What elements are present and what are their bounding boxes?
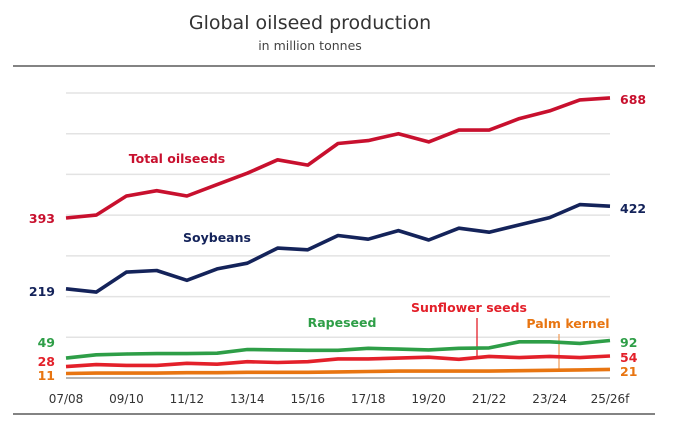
x-tick-label: 07/08 bbox=[49, 392, 84, 406]
series-name-palm-kernel: Palm kernel bbox=[526, 316, 609, 331]
end-label-sunflower-seeds: 54 bbox=[620, 350, 638, 365]
start-label-palm-kernel: 11 bbox=[38, 368, 55, 383]
start-label-rapeseed: 49 bbox=[38, 335, 55, 350]
x-tick-label: 17/18 bbox=[351, 392, 386, 406]
end-label-soybeans: 422 bbox=[620, 201, 646, 216]
end-label-total-oilseeds: 688 bbox=[620, 92, 646, 107]
series-name-total-oilseeds: Total oilseeds bbox=[129, 151, 225, 166]
start-label-total-oilseeds: 393 bbox=[29, 211, 55, 226]
x-tick-label: 19/20 bbox=[411, 392, 446, 406]
series-line-palm-kernel bbox=[65, 367, 611, 376]
series-line-soybeans bbox=[65, 202, 611, 294]
start-label-soybeans: 219 bbox=[29, 284, 55, 299]
x-tick-label: 15/16 bbox=[290, 392, 325, 406]
series-line-total-oilseeds bbox=[65, 96, 611, 220]
x-tick-label: 25/26f bbox=[591, 392, 631, 406]
start-label-sunflower-seeds: 28 bbox=[38, 354, 55, 369]
x-tick-label: 21/22 bbox=[472, 392, 507, 406]
x-tick-labels: 07/08 09/10 11/12 13/14 15/16 17/18 19/20 21/22… bbox=[49, 392, 630, 406]
x-tick-label: 13/14 bbox=[230, 392, 265, 406]
chart-title: Global oilseed production bbox=[189, 12, 431, 34]
x-tick-label: 11/12 bbox=[170, 392, 205, 406]
chart-subtitle: in million tonnes bbox=[258, 38, 362, 53]
series-name-rapeseed: Rapeseed bbox=[308, 315, 377, 330]
series-name-soybeans: Soybeans bbox=[183, 230, 251, 245]
x-tick-label: 23/24 bbox=[532, 392, 567, 406]
series-line-sunflower-seeds bbox=[65, 354, 611, 369]
series-name-sunflower-seeds: Sunflower seeds bbox=[411, 300, 527, 315]
end-label-rapeseed: 92 bbox=[620, 335, 637, 350]
series-line-rapeseed bbox=[65, 338, 611, 360]
label-leader-lines bbox=[476, 318, 560, 371]
series-lines bbox=[65, 96, 611, 376]
x-tick-label: 09/10 bbox=[109, 392, 144, 406]
end-label-palm-kernel: 21 bbox=[620, 364, 637, 379]
gridlines bbox=[66, 92, 610, 339]
